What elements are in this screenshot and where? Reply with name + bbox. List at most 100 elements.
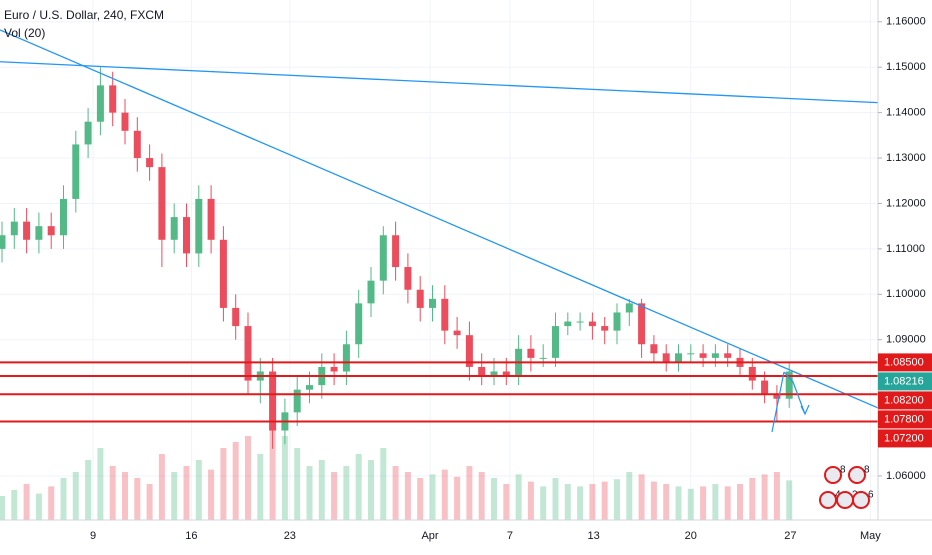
candle-body	[650, 344, 658, 354]
volume-bar	[60, 478, 67, 520]
price-label: 1.08200	[884, 394, 924, 406]
volume-bar	[761, 474, 768, 520]
volume-bar	[343, 466, 350, 520]
price-label-box	[878, 353, 932, 372]
x-tick-label: 20	[685, 530, 697, 542]
trendline	[0, 61, 878, 104]
candle-body	[367, 280, 375, 304]
volume-bar	[564, 484, 571, 520]
y-tick-label: 1.16000	[886, 16, 926, 28]
candle-body	[158, 167, 166, 240]
volume-bar	[466, 466, 473, 520]
volume-bar	[220, 448, 227, 520]
volume-bar	[491, 478, 497, 520]
x-tick-label: 13	[588, 530, 600, 542]
y-tick-label: 1.14000	[886, 107, 926, 119]
price-label-box	[878, 410, 932, 429]
event-icon	[848, 466, 866, 484]
candle-body	[183, 217, 190, 254]
price-label-box	[878, 429, 932, 448]
candle-body	[379, 235, 387, 281]
volume-bar	[478, 472, 485, 520]
candle-body	[195, 198, 203, 254]
volume-bar	[540, 486, 547, 520]
candle-body	[342, 344, 350, 372]
volume-bar	[48, 486, 55, 520]
candle-body	[146, 158, 154, 168]
candle-body	[244, 326, 252, 381]
candle-body	[207, 198, 215, 240]
candle-body	[601, 326, 609, 331]
candle-body	[564, 321, 572, 327]
y-tick-label: 1.10000	[886, 288, 926, 300]
candle-body	[109, 85, 117, 113]
volume-bar	[392, 466, 399, 520]
candle-body	[625, 303, 633, 313]
candle-body	[269, 371, 277, 431]
price-label-box	[878, 372, 932, 391]
volume-bar	[306, 466, 313, 520]
volume-bar	[380, 448, 387, 520]
volume-bar	[134, 478, 141, 520]
candle-body	[552, 326, 559, 358]
y-tick-label: 1.12000	[886, 197, 926, 209]
volume-bar	[724, 486, 731, 520]
candle-body	[84, 121, 92, 145]
price-label: 1.07200	[884, 432, 924, 444]
candle-body	[724, 353, 732, 358]
volume-bar	[171, 472, 178, 520]
volume-bar	[195, 460, 202, 520]
volume-bar	[700, 486, 707, 520]
candle-body	[785, 371, 793, 399]
volume-bar	[158, 454, 165, 520]
candle-body	[392, 235, 400, 268]
volume-bar	[441, 469, 448, 520]
volume-bar	[503, 484, 510, 520]
candle-body	[416, 289, 424, 308]
volume-bar	[35, 493, 42, 520]
y-tick-label: 1.13000	[886, 152, 926, 164]
candle-body	[47, 226, 55, 236]
event-icon	[836, 491, 854, 509]
volume-bar	[577, 486, 584, 520]
volume-bar	[515, 474, 522, 520]
candle-body	[662, 353, 670, 363]
price-label: 1.08216	[884, 375, 924, 387]
volume-bar	[663, 484, 670, 520]
volume-bar	[122, 472, 128, 520]
volume-bar	[601, 481, 608, 520]
candle-body	[711, 353, 719, 358]
volume-bar	[0, 496, 5, 520]
candle-body	[0, 235, 6, 249]
volume-bar	[614, 479, 620, 520]
volume-bar	[11, 490, 18, 520]
volume-bar	[417, 478, 424, 520]
event-count: 8	[864, 465, 870, 476]
volume-bar	[97, 448, 104, 520]
candle-body	[638, 303, 646, 345]
trendline	[0, 29, 879, 409]
candle-body	[232, 307, 240, 327]
candle-body	[219, 239, 227, 308]
candle-body	[761, 380, 769, 395]
volume-bar	[749, 478, 756, 520]
volume-bar	[712, 484, 719, 520]
volume-bar	[650, 481, 657, 520]
x-tick-label: Apr	[421, 530, 438, 542]
volume-bar	[552, 478, 559, 520]
event-icon	[824, 466, 842, 484]
volume-bar	[786, 480, 793, 520]
candle-body	[35, 226, 43, 240]
event-icon	[852, 491, 870, 509]
candle-body	[133, 130, 141, 159]
volume-bar	[72, 472, 79, 520]
candle-body	[773, 394, 781, 399]
volume-bar	[368, 460, 374, 520]
candle-body	[170, 217, 178, 240]
volume-bar	[269, 412, 276, 520]
x-tick-label: May	[860, 530, 881, 542]
volume-bar	[23, 484, 30, 520]
candle-body	[687, 353, 695, 355]
volume-bar	[294, 448, 301, 520]
